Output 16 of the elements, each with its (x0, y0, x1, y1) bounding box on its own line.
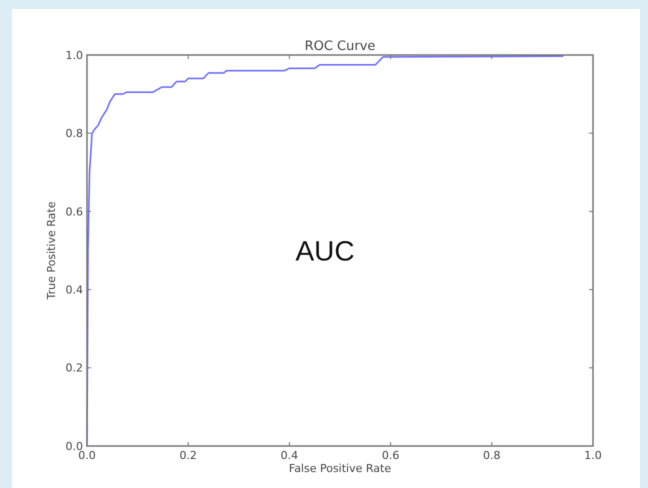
x-tick-label: 0.2 (179, 449, 197, 462)
x-tick-label: 0.6 (382, 449, 400, 462)
x-tick-label: 0.8 (483, 449, 501, 462)
x-axis-title: False Positive Rate (288, 462, 392, 475)
y-tick-label: 0.6 (66, 205, 83, 218)
line-series (86, 55, 564, 447)
y-tick-label: 0.8 (66, 127, 83, 140)
x-tick-label: 1.0 (584, 449, 602, 462)
annotation: AUC (295, 236, 355, 266)
chart-title: ROC Curve (304, 39, 376, 54)
y-tick-label: 0.4 (66, 283, 83, 296)
x-tick-label: 0.0 (78, 449, 96, 462)
y-tick-label: 0.2 (66, 362, 83, 375)
y-tick-label: 1.0 (66, 48, 83, 62)
x-tick-label: 0.4 (280, 449, 298, 462)
y-axis-title: True Positive Rate (45, 201, 58, 300)
